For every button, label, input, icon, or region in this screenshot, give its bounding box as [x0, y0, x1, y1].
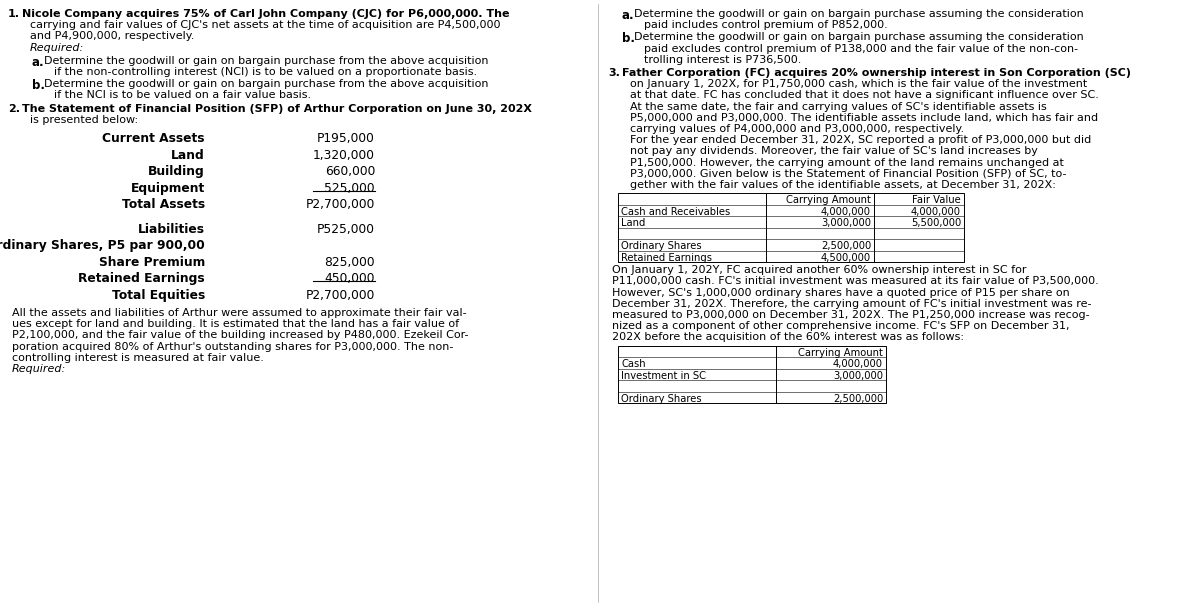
Text: Fair Value: Fair Value	[912, 195, 961, 205]
Text: Ordinary Shares, P5 par 900,00: Ordinary Shares, P5 par 900,00	[0, 239, 205, 252]
Text: 2.: 2.	[8, 104, 20, 113]
Text: Determine the goodwill or gain on bargain purchase from the above acquisition: Determine the goodwill or gain on bargai…	[44, 56, 488, 66]
Text: trolling interest is P736,500.: trolling interest is P736,500.	[644, 55, 802, 65]
Text: 202X before the acquisition of the 60% interest was as follows:: 202X before the acquisition of the 60% i…	[612, 333, 964, 342]
Text: paid includes control premium of P852,000.: paid includes control premium of P852,00…	[644, 20, 888, 30]
Bar	[618, 345, 886, 403]
Text: Building: Building	[149, 165, 205, 178]
Text: 825,000: 825,000	[324, 256, 374, 268]
Text: 3.: 3.	[608, 68, 620, 78]
Text: Carrying Amount: Carrying Amount	[798, 348, 883, 358]
Text: However, SC's 1,000,000 ordinary shares have a quoted price of P15 per share on: However, SC's 1,000,000 ordinary shares …	[612, 288, 1069, 298]
Text: P525,000: P525,000	[317, 222, 374, 236]
Text: Ordinary Shares: Ordinary Shares	[622, 241, 702, 251]
Text: Current Assets: Current Assets	[102, 132, 205, 145]
Text: Cash: Cash	[622, 359, 646, 369]
Text: b.: b.	[622, 32, 635, 45]
Text: Investment in SC: Investment in SC	[622, 371, 706, 381]
Text: December 31, 202X. Therefore, the carrying amount of FC's initial investment was: December 31, 202X. Therefore, the carryi…	[612, 299, 1092, 309]
Text: and P4,900,000, respectively.: and P4,900,000, respectively.	[30, 32, 194, 41]
Text: All the assets and liabilities of Arthur were assumed to approximate their fair : All the assets and liabilities of Arthur…	[12, 308, 467, 318]
Text: at that date. FC has concluded that it does not have a significant influence ove: at that date. FC has concluded that it d…	[630, 90, 1099, 101]
Text: 2,500,000: 2,500,000	[821, 241, 871, 251]
Text: Land: Land	[172, 148, 205, 162]
Text: 4,000,000: 4,000,000	[821, 207, 871, 217]
Text: 5,500,000: 5,500,000	[911, 218, 961, 228]
Text: Liabilities: Liabilities	[138, 222, 205, 236]
Text: a.: a.	[32, 56, 44, 69]
Text: P2,100,000, and the fair value of the building increased by P480,000. Ezekeil Co: P2,100,000, and the fair value of the bu…	[12, 330, 468, 341]
Text: Equipment: Equipment	[131, 182, 205, 195]
Text: Total Equities: Total Equities	[112, 288, 205, 302]
Text: 450,000: 450,000	[324, 272, 374, 285]
Text: P2,700,000: P2,700,000	[306, 198, 374, 211]
Text: Determine the goodwill or gain on bargain purchase from the above acquisition: Determine the goodwill or gain on bargai…	[44, 79, 488, 89]
Text: not pay any dividends. Moreover, the fair value of SC's land increases by: not pay any dividends. Moreover, the fai…	[630, 147, 1038, 156]
Text: 1,320,000: 1,320,000	[313, 148, 374, 162]
Text: Cash and Receivables: Cash and Receivables	[622, 207, 731, 217]
Text: Required:: Required:	[12, 364, 66, 374]
Text: 4,000,000: 4,000,000	[833, 359, 883, 369]
Text: Total Assets: Total Assets	[122, 198, 205, 211]
Text: P1,500,000. However, the carrying amount of the land remains unchanged at: P1,500,000. However, the carrying amount…	[630, 158, 1064, 168]
Text: paid excludes control premium of P138,000 and the fair value of the non-con-: paid excludes control premium of P138,00…	[644, 44, 1078, 53]
Text: Required:: Required:	[30, 42, 84, 53]
Text: P5,000,000 and P3,000,000. The identifiable assets include land, which has fair : P5,000,000 and P3,000,000. The identifia…	[630, 113, 1098, 123]
Text: P3,000,000. Given below is the Statement of Financial Position (SFP) of SC, to-: P3,000,000. Given below is the Statement…	[630, 169, 1067, 179]
Text: 3,000,000: 3,000,000	[833, 371, 883, 381]
Text: For the year ended December 31, 202X, SC reported a profit of P3,000,000 but did: For the year ended December 31, 202X, SC…	[630, 135, 1091, 145]
Text: 4,000,000: 4,000,000	[911, 207, 961, 217]
Text: Ordinary Shares: Ordinary Shares	[622, 394, 702, 404]
Text: measured to P3,000,000 on December 31, 202X. The P1,250,000 increase was recog-: measured to P3,000,000 on December 31, 2…	[612, 310, 1090, 320]
Text: Nicole Company acquires 75% of Carl John Company (CJC) for P6,000,000. The: Nicole Company acquires 75% of Carl John…	[22, 9, 510, 19]
Text: ues except for land and building. It is estimated that the land has a fair value: ues except for land and building. It is …	[12, 319, 460, 329]
Text: 525,000: 525,000	[324, 182, 374, 195]
Text: a.: a.	[622, 9, 635, 22]
Text: The Statement of Financial Position (SFP) of Arthur Corporation on June 30, 202X: The Statement of Financial Position (SFP…	[22, 104, 532, 113]
Text: 2,500,000: 2,500,000	[833, 394, 883, 404]
Text: is presented below:: is presented below:	[30, 115, 138, 125]
Text: P11,000,000 cash. FC's initial investment was measured at its fair value of P3,5: P11,000,000 cash. FC's initial investmen…	[612, 276, 1099, 287]
Text: on January 1, 202X, for P1,750,000 cash, which is the fair value of the investme: on January 1, 202X, for P1,750,000 cash,…	[630, 79, 1087, 89]
Text: Carrying Amount: Carrying Amount	[786, 195, 871, 205]
Text: carrying values of P4,000,000 and P3,000,000, respectively.: carrying values of P4,000,000 and P3,000…	[630, 124, 964, 134]
Text: gether with the fair values of the identifiable assets, at December 31, 202X:: gether with the fair values of the ident…	[630, 180, 1056, 190]
Text: carrying and fair values of CJC's net assets at the time of acquisition are P4,5: carrying and fair values of CJC's net as…	[30, 20, 500, 30]
Text: On January 1, 202Y, FC acquired another 60% ownership interest in SC for: On January 1, 202Y, FC acquired another …	[612, 265, 1026, 275]
Text: Retained Earnings: Retained Earnings	[622, 253, 712, 262]
Text: if the non-controlling interest (NCI) is to be valued on a proportionate basis.: if the non-controlling interest (NCI) is…	[54, 67, 478, 77]
Bar	[618, 193, 964, 262]
Text: 4,500,000: 4,500,000	[821, 253, 871, 262]
Text: P195,000: P195,000	[317, 132, 374, 145]
Text: poration acquired 80% of Arthur's outstanding shares for P3,000,000. The non-: poration acquired 80% of Arthur's outsta…	[12, 342, 454, 351]
Text: nized as a component of other comprehensive income. FC's SFP on December 31,: nized as a component of other comprehens…	[612, 321, 1069, 331]
Text: Determine the goodwill or gain on bargain purchase assuming the consideration: Determine the goodwill or gain on bargai…	[634, 32, 1084, 42]
Text: Retained Earnings: Retained Earnings	[78, 272, 205, 285]
Text: Share Premium: Share Premium	[98, 256, 205, 268]
Text: P2,700,000: P2,700,000	[306, 288, 374, 302]
Text: Father Corporation (FC) acquires 20% ownership interest in Son Corporation (SC): Father Corporation (FC) acquires 20% own…	[622, 68, 1132, 78]
Text: 660,000: 660,000	[325, 165, 374, 178]
Text: At the same date, the fair and carrying values of SC's identifiable assets is: At the same date, the fair and carrying …	[630, 102, 1046, 112]
Text: if the NCI is to be valued on a fair value basis.: if the NCI is to be valued on a fair val…	[54, 90, 311, 101]
Text: 3,000,000: 3,000,000	[821, 218, 871, 228]
Text: Determine the goodwill or gain on bargain purchase assuming the consideration: Determine the goodwill or gain on bargai…	[634, 9, 1084, 19]
Text: b.: b.	[32, 79, 46, 92]
Text: Land: Land	[622, 218, 646, 228]
Text: controlling interest is measured at fair value.: controlling interest is measured at fair…	[12, 353, 264, 363]
Text: 1.: 1.	[8, 9, 20, 19]
